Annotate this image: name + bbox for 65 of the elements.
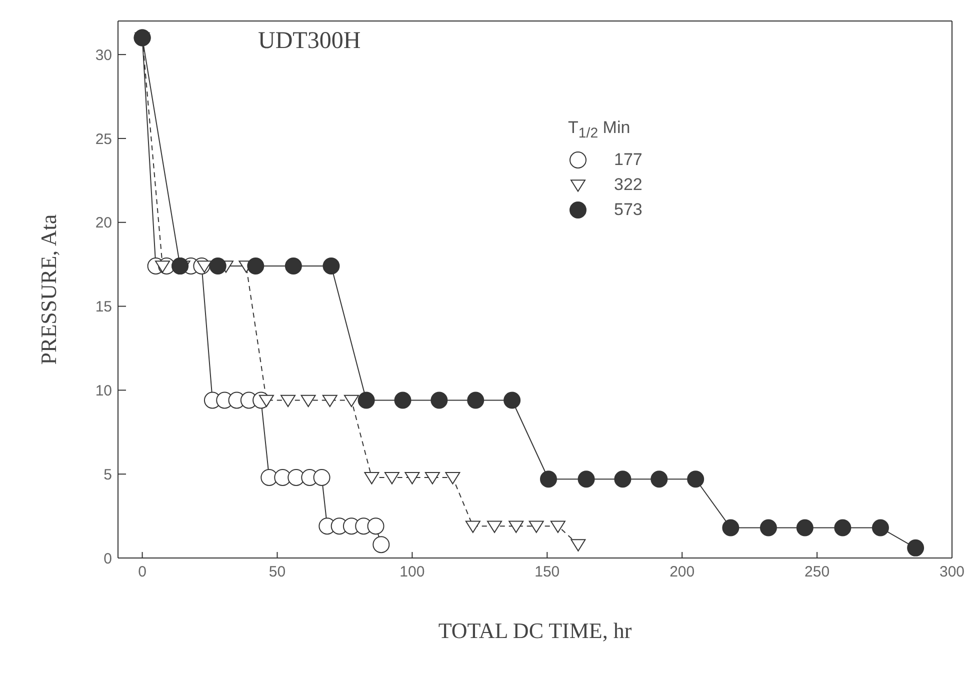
x-tick-label: 250: [804, 564, 830, 581]
point: [872, 519, 889, 536]
legend-title: T$_{1/2}$ Min: [568, 118, 632, 142]
point: [528, 520, 544, 533]
point: [430, 392, 448, 409]
x-tick-label: 100: [400, 564, 425, 581]
point: [614, 470, 632, 488]
y-axis-title: PRESSURE, Ata: [36, 214, 61, 365]
x-tick-label: 150: [534, 564, 560, 581]
point: [260, 468, 278, 486]
point: [280, 394, 296, 408]
legend-label: 322: [614, 174, 642, 195]
y-tick-label: 15: [95, 298, 112, 316]
point: [322, 258, 340, 275]
point: [344, 394, 359, 408]
point: [155, 260, 170, 273]
point: [300, 394, 316, 408]
y-tick-label: 0: [104, 550, 112, 568]
point: [722, 519, 740, 536]
y-tick-label: 5: [104, 466, 112, 484]
y-tick-label: 20: [95, 214, 112, 232]
point: [578, 470, 595, 488]
x-tick-label: 200: [670, 564, 695, 581]
point: [687, 470, 704, 488]
y-tick-label: 30: [95, 46, 112, 64]
point: [372, 536, 390, 554]
x-tick-label: 50: [268, 564, 286, 581]
point: [258, 394, 274, 408]
y-tick-label: 10: [95, 382, 112, 400]
point: [445, 472, 460, 484]
point: [358, 392, 375, 409]
x-tick-label: 300: [939, 564, 965, 581]
point: [394, 392, 412, 409]
point: [364, 472, 380, 484]
point: [504, 392, 521, 409]
x-axis-title: TOTAL DC TIME, hr: [438, 618, 632, 643]
point: [424, 472, 440, 484]
point: [508, 520, 524, 533]
point: [322, 394, 338, 408]
legend-label: 177: [614, 150, 642, 170]
point: [540, 470, 557, 488]
point: [196, 260, 212, 273]
y-tick-label: 25: [95, 130, 112, 148]
point: [650, 470, 668, 488]
point: [384, 472, 400, 484]
point: [247, 258, 264, 275]
point: [467, 392, 484, 409]
point: [487, 520, 502, 533]
point: [288, 468, 305, 486]
point: [570, 539, 586, 552]
annotation: UDT300H: [258, 28, 361, 55]
point: [796, 519, 814, 536]
point: [284, 258, 302, 275]
x-tick-label: 0: [138, 564, 146, 581]
point: [209, 258, 226, 275]
point: [465, 520, 480, 533]
point: [367, 518, 384, 535]
point: [834, 519, 852, 536]
point: [274, 468, 292, 486]
point: [404, 472, 420, 484]
point: [550, 520, 566, 533]
point: [760, 519, 777, 536]
legend-label: 573: [614, 200, 642, 220]
point: [313, 468, 330, 486]
point: [907, 539, 924, 556]
